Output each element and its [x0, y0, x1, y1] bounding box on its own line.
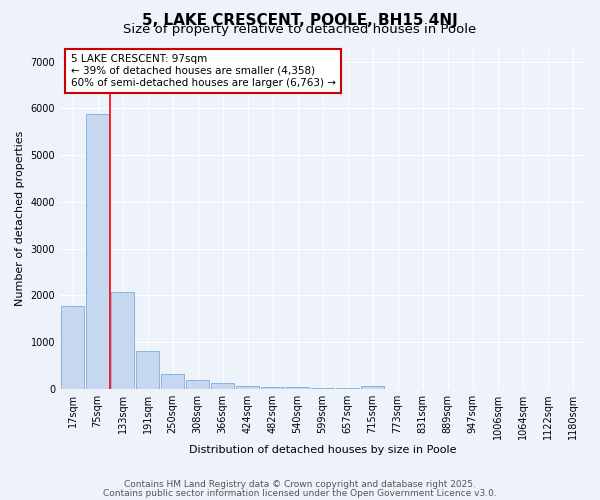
Bar	[86, 114, 109, 389]
Bar	[61, 306, 85, 389]
Bar	[161, 374, 184, 389]
Bar	[136, 350, 160, 389]
Bar	[260, 386, 284, 389]
Bar	[286, 388, 310, 389]
X-axis label: Distribution of detached houses by size in Poole: Distribution of detached houses by size …	[189, 445, 456, 455]
Y-axis label: Number of detached properties: Number of detached properties	[15, 130, 25, 306]
Bar	[311, 388, 334, 389]
Bar	[335, 388, 359, 389]
Text: Contains public sector information licensed under the Open Government Licence v3: Contains public sector information licen…	[103, 488, 497, 498]
Bar	[236, 386, 259, 389]
Bar	[211, 384, 235, 389]
Bar	[110, 292, 134, 389]
Text: Contains HM Land Registry data © Crown copyright and database right 2025.: Contains HM Land Registry data © Crown c…	[124, 480, 476, 489]
Text: Size of property relative to detached houses in Poole: Size of property relative to detached ho…	[124, 22, 476, 36]
Bar	[185, 380, 209, 389]
Text: 5, LAKE CRESCENT, POOLE, BH15 4NJ: 5, LAKE CRESCENT, POOLE, BH15 4NJ	[142, 12, 458, 28]
Text: 5 LAKE CRESCENT: 97sqm
← 39% of detached houses are smaller (4,358)
60% of semi-: 5 LAKE CRESCENT: 97sqm ← 39% of detached…	[71, 54, 335, 88]
Bar	[361, 386, 385, 389]
